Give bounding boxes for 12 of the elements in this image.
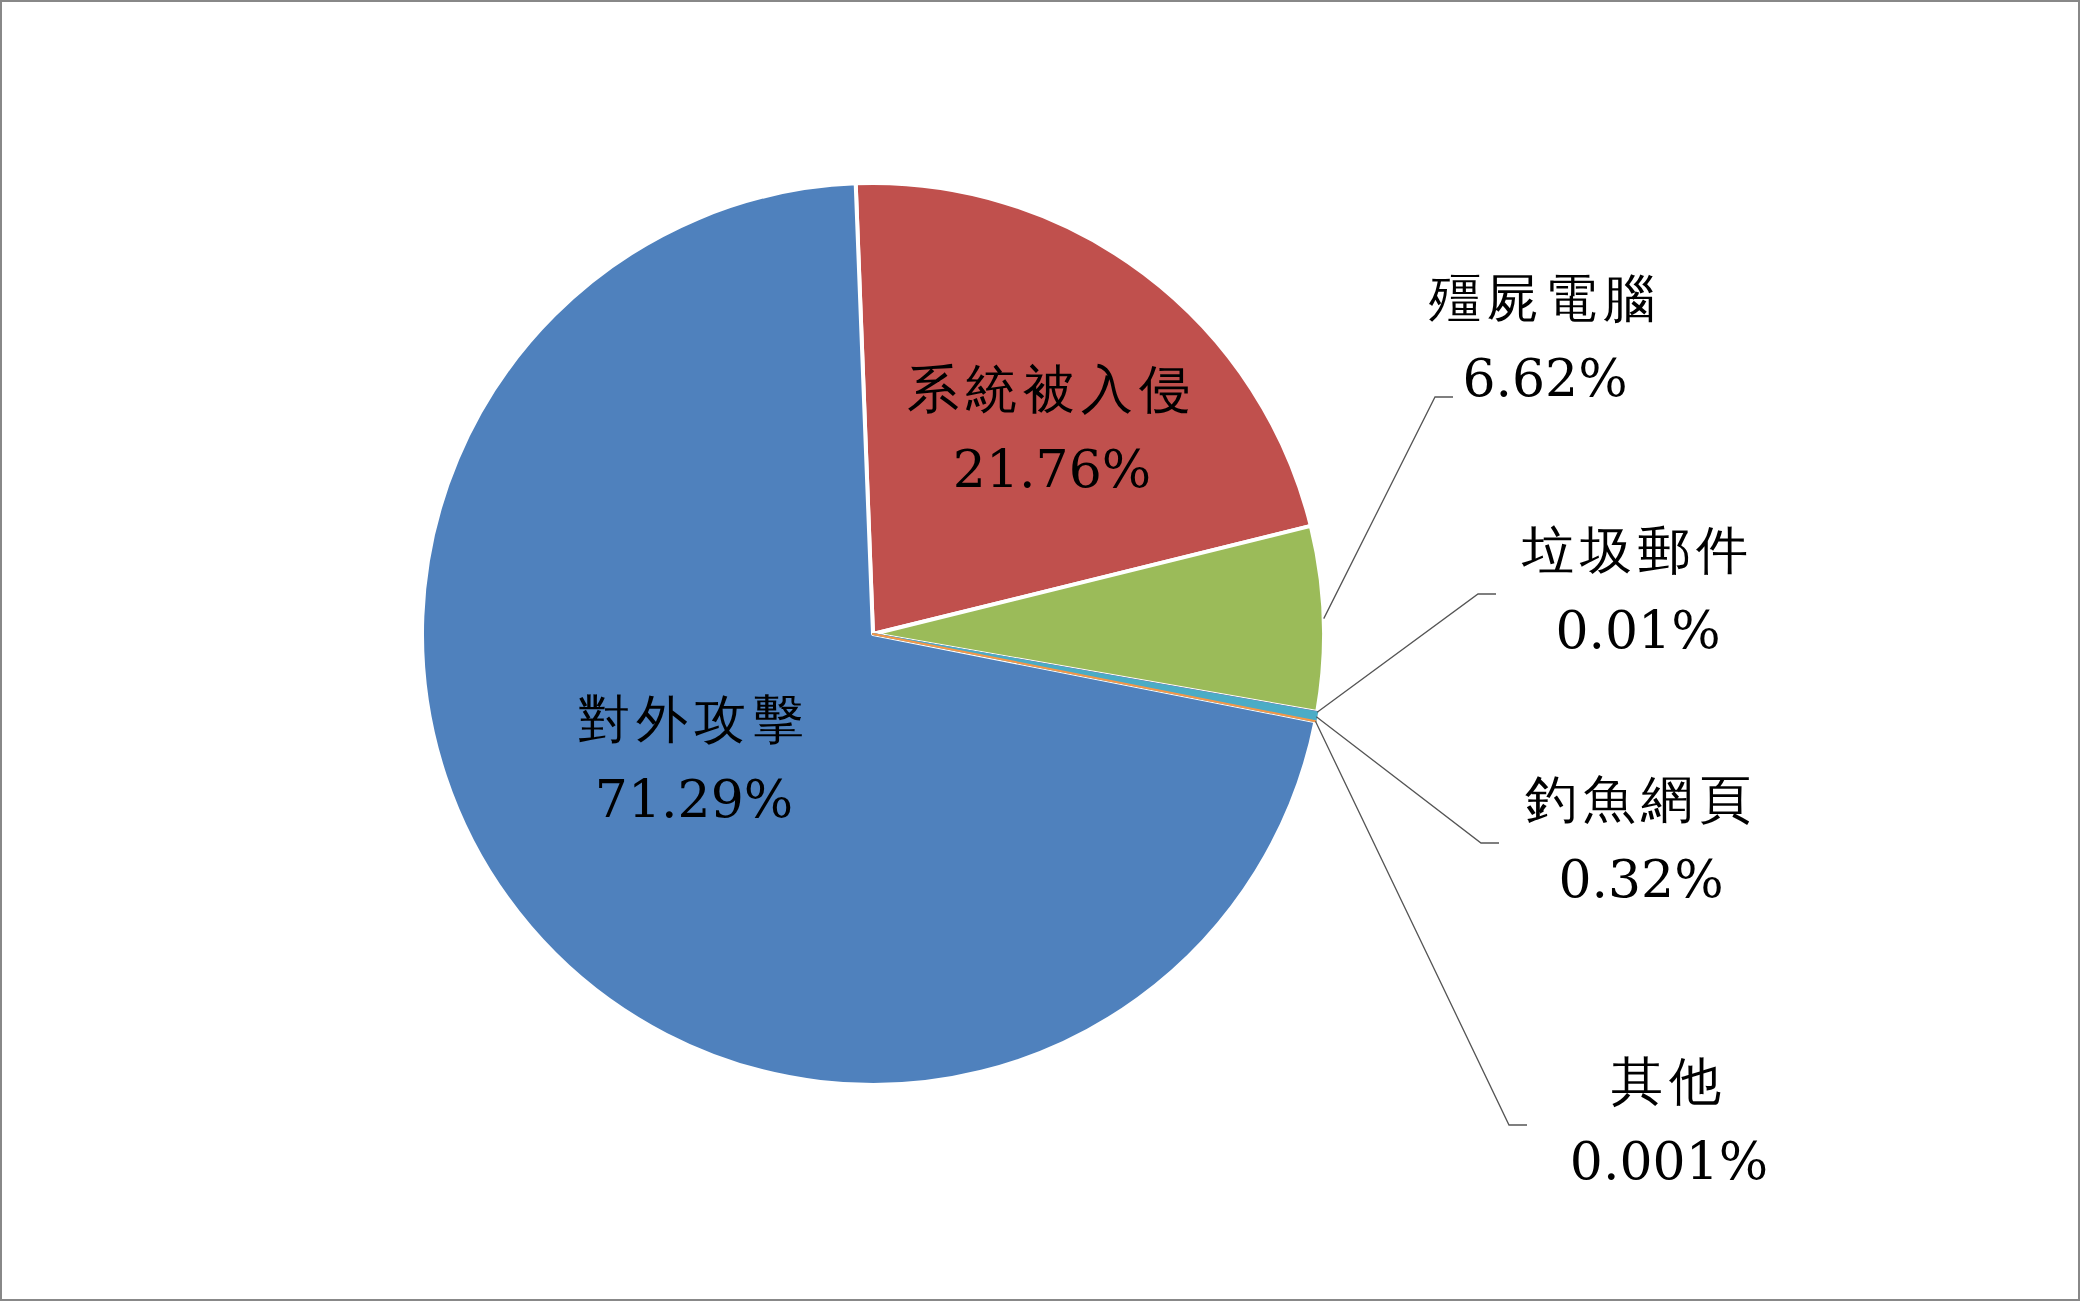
slice-label: 垃圾郵件 xyxy=(1521,519,1754,580)
data-label: 21.76% xyxy=(952,438,1152,499)
slice-label: 系統被入侵 xyxy=(907,358,1197,419)
slice-label: 對外攻擊 xyxy=(578,688,810,749)
slice-label: 殭屍電腦 xyxy=(1429,267,1661,328)
data-label: 71.29% xyxy=(594,768,794,829)
data-label: 0.001% xyxy=(1569,1130,1769,1191)
data-label: 0.01% xyxy=(1555,599,1721,660)
data-label: 6.62% xyxy=(1462,347,1628,408)
slice-label: 其他 xyxy=(1611,1050,1727,1111)
slice-label: 釣魚網頁 xyxy=(1525,768,1757,829)
data-label: 0.32% xyxy=(1558,848,1724,909)
